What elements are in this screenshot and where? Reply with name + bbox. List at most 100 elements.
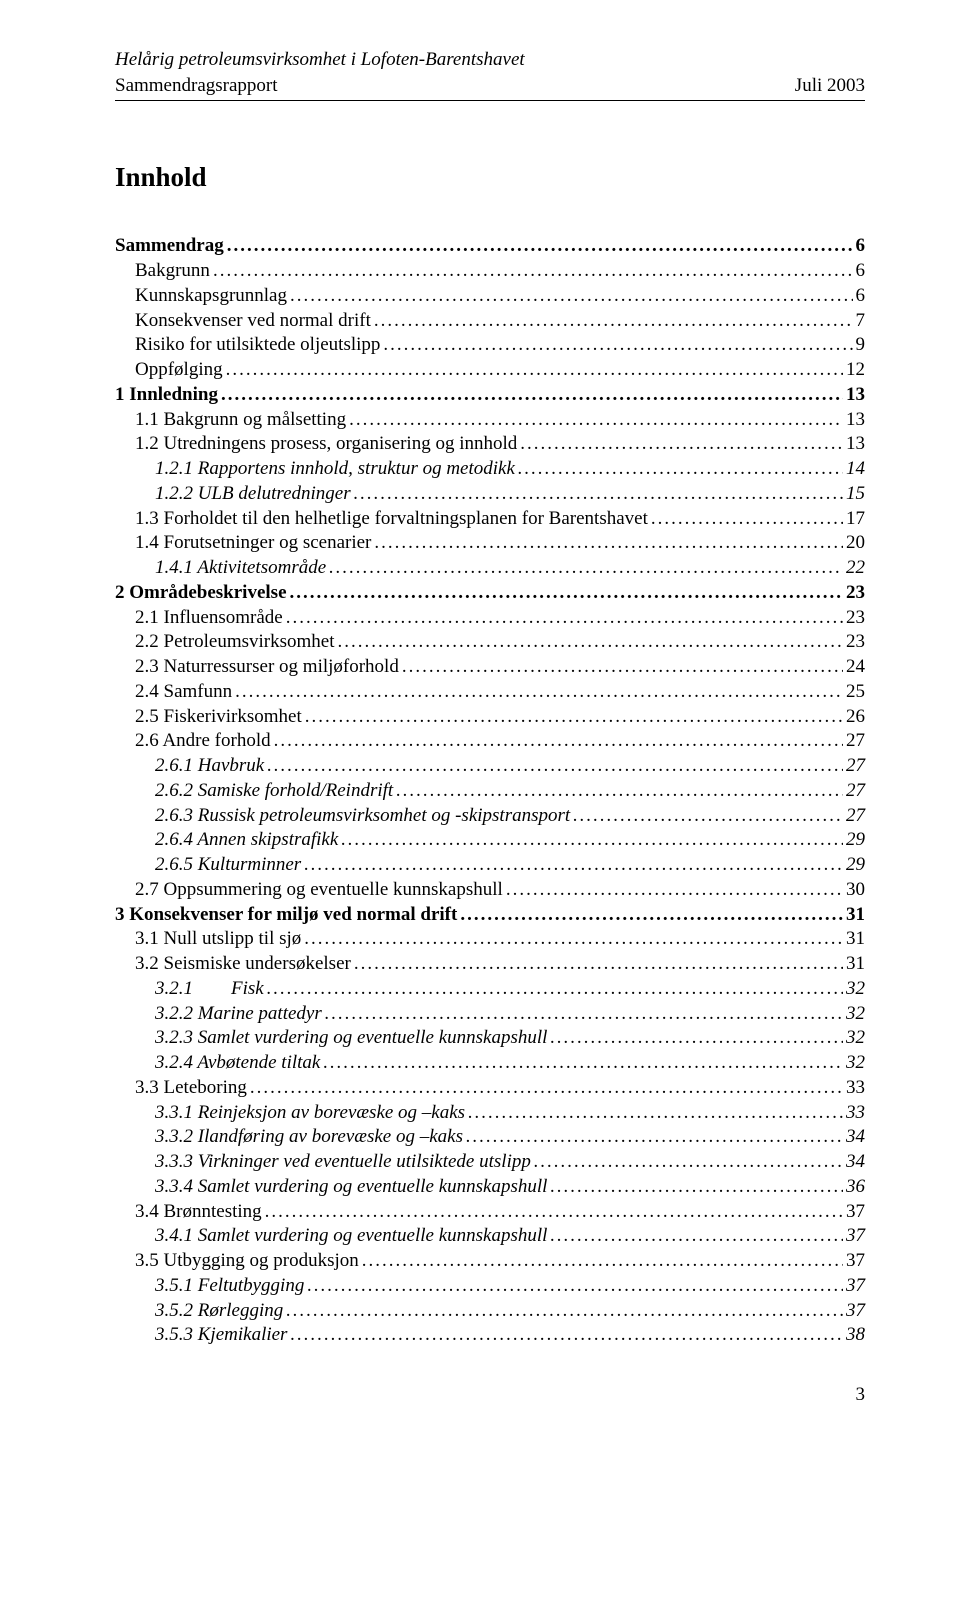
toc-entry-label: Oppfølging	[135, 358, 223, 382]
toc-entry-page: 6	[856, 234, 866, 258]
toc-leader-dots	[374, 309, 853, 333]
toc-entry-page: 9	[856, 333, 866, 357]
toc-entry: 2.7 Oppsummering og eventuelle kunnskaps…	[115, 878, 865, 902]
toc-entry-label: 3.4.1 Samlet vurdering og eventuelle kun…	[155, 1224, 547, 1248]
toc-entry-label: 3.3.2 Ilandføring av borevæske og –kaks	[155, 1125, 463, 1149]
toc-leader-dots	[267, 977, 843, 1001]
toc-leader-dots	[274, 729, 843, 753]
toc-entry: 2.6.4 Annen skipstrafikk29	[115, 828, 865, 852]
toc-entry-page: 14	[846, 457, 865, 481]
toc-entry-page: 23	[846, 581, 865, 605]
toc-entry-page: 24	[846, 655, 865, 679]
toc-entry-page: 12	[846, 358, 865, 382]
toc-entry: 2.6.1 Havbruk27	[115, 754, 865, 778]
toc-entry: Kunnskapsgrunnlag 6	[115, 284, 865, 308]
toc-leader-dots	[290, 581, 843, 605]
toc-entry-page: 37	[846, 1299, 865, 1323]
toc-leader-dots	[250, 1076, 843, 1100]
toc-leader-dots	[349, 408, 843, 432]
toc-entry-page: 13	[846, 383, 865, 407]
toc-entry-page: 6	[856, 284, 866, 308]
toc-entry-page: 27	[846, 804, 865, 828]
toc-leader-dots	[573, 804, 843, 828]
toc-leader-dots	[520, 432, 843, 456]
toc-entry: 3.4 Brønntesting37	[115, 1200, 865, 1224]
toc-entry-page: 29	[846, 828, 865, 852]
toc-entry: 3.5.1 Feltutbygging37	[115, 1274, 865, 1298]
toc-entry-label: 1.4 Forutsetninger og scenarier	[135, 531, 371, 555]
toc-leader-dots	[466, 1125, 843, 1149]
toc-entry-page: 23	[846, 606, 865, 630]
toc-leader-dots	[286, 1299, 843, 1323]
toc-leader-dots	[550, 1026, 843, 1050]
toc-entry-label: 2.6.5 Kulturminner	[155, 853, 301, 877]
toc-entry: 3.3.3 Virkninger ved eventuelle utilsikt…	[115, 1150, 865, 1174]
toc-entry-label: 3.4 Brønntesting	[135, 1200, 262, 1224]
toc-leader-dots	[402, 655, 843, 679]
toc-leader-dots	[213, 259, 853, 283]
toc-leader-dots	[286, 606, 843, 630]
toc-entry: Sammendrag6	[115, 234, 865, 258]
toc-entry-label: 3.2 Seismiske undersøkelser	[135, 952, 351, 976]
toc-entry-label: 1.2.2 ULB delutredninger	[155, 482, 351, 506]
toc-entry-label: Konsekvenser ved normal drift	[135, 309, 371, 333]
toc-leader-dots	[337, 630, 843, 654]
toc-entry: 1.2.1 Rapportens innhold, struktur og me…	[115, 457, 865, 481]
toc-entry-label: 2.6.3 Russisk petroleumsvirksomhet og -s…	[155, 804, 570, 828]
table-of-contents: Sammendrag6Bakgrunn6Kunnskapsgrunnlag6Ko…	[115, 234, 865, 1347]
toc-entry-page: 31	[846, 903, 865, 927]
toc-leader-dots	[323, 1051, 843, 1075]
toc-entry-label: 1.1 Bakgrunn og målsetting	[135, 408, 346, 432]
toc-entry-page: 32	[846, 977, 865, 1001]
toc-entry: 2.2 Petroleumsvirksomhet23	[115, 630, 865, 654]
toc-entry-page: 33	[846, 1101, 865, 1125]
toc-entry-label: 2.3 Naturressurser og miljøforhold	[135, 655, 399, 679]
toc-leader-dots	[235, 680, 843, 704]
toc-entry: 3.3.1 Reinjeksjon av borevæske og –kaks 3…	[115, 1101, 865, 1125]
toc-entry: 2.6.5 Kulturminner29	[115, 853, 865, 877]
toc-entry-page: 32	[846, 1002, 865, 1026]
toc-entry: Risiko for utilsiktede oljeutslipp 9	[115, 333, 865, 357]
toc-entry-page: 38	[846, 1323, 865, 1347]
toc-entry: 3.3 Leteboring33	[115, 1076, 865, 1100]
toc-entry: 1 Innledning13	[115, 383, 865, 407]
toc-entry-label: 3.5.3 Kjemikalier	[155, 1323, 287, 1347]
header-report-title: Helårig petroleumsvirksomhet i Lofoten-B…	[115, 48, 865, 72]
toc-entry-page: 34	[846, 1150, 865, 1174]
toc-entry: Oppfølging 12	[115, 358, 865, 382]
toc-entry: 2.5 Fiskerivirksomhet26	[115, 705, 865, 729]
toc-leader-dots	[325, 1002, 843, 1026]
toc-entry-label: 3.3.3 Virkninger ved eventuelle utilsikt…	[155, 1150, 531, 1174]
toc-leader-dots	[329, 556, 843, 580]
toc-entry: 3.5.2 Rørlegging37	[115, 1299, 865, 1323]
toc-entry: 3.3.4 Samlet vurdering og eventuelle kun…	[115, 1175, 865, 1199]
toc-leader-dots	[518, 457, 843, 481]
toc-entry: 3.2.4 Avbøtende tiltak 32	[115, 1051, 865, 1075]
toc-leader-dots	[460, 903, 843, 927]
toc-heading: Innhold	[115, 161, 865, 195]
toc-leader-dots	[374, 531, 843, 555]
page-number: 3	[115, 1383, 865, 1407]
toc-entry-page: 13	[846, 408, 865, 432]
toc-entry-label: 3.5 Utbygging og produksjon	[135, 1249, 359, 1273]
toc-leader-dots	[341, 828, 843, 852]
toc-entry-page: 13	[846, 432, 865, 456]
toc-leader-dots	[354, 482, 843, 506]
toc-entry: 3.5 Utbygging og produksjon37	[115, 1249, 865, 1273]
toc-entry-label: 3.2.4 Avbøtende tiltak	[155, 1051, 320, 1075]
toc-entry-label: Risiko for utilsiktede oljeutslipp	[135, 333, 380, 357]
toc-entry: 2.6 Andre forhold27	[115, 729, 865, 753]
toc-entry-label: 3.3.4 Samlet vurdering og eventuelle kun…	[155, 1175, 547, 1199]
toc-entry-page: 37	[846, 1274, 865, 1298]
toc-entry-label: 2 Områdebeskrivelse	[115, 581, 287, 605]
toc-entry-label: Kunnskapsgrunnlag	[135, 284, 287, 308]
toc-entry-label: 1.2 Utredningens prosess, organisering o…	[135, 432, 517, 456]
toc-entry-page: 32	[846, 1051, 865, 1075]
toc-entry-label: 2.6 Andre forhold	[135, 729, 271, 753]
toc-entry-page: 26	[846, 705, 865, 729]
header-row: Sammendragsrapport Juli 2003	[115, 74, 865, 98]
toc-entry-label: 1.3 Forholdet til den helhetlige forvalt…	[135, 507, 648, 531]
toc-entry-label: 3.3.1 Reinjeksjon av borevæske og –kaks	[155, 1101, 465, 1125]
toc-leader-dots	[506, 878, 843, 902]
toc-entry: 2.6.2 Samiske forhold/Reindrift27	[115, 779, 865, 803]
